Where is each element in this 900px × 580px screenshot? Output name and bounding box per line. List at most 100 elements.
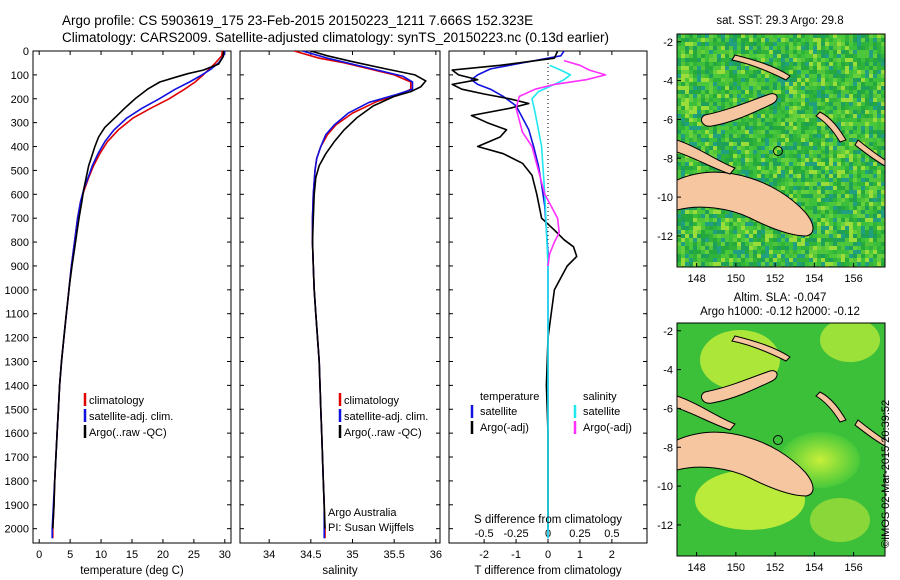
sst-cell xyxy=(833,142,837,146)
sst-cell xyxy=(801,54,805,58)
sst-cell xyxy=(733,238,737,242)
sst-cell xyxy=(821,190,825,194)
sst-cell xyxy=(801,158,805,162)
sst-cell xyxy=(829,46,833,50)
sst-cell xyxy=(865,254,869,258)
sst-cell xyxy=(677,158,681,162)
sst-cell xyxy=(869,134,873,138)
sst-cell xyxy=(849,178,853,182)
legend-label-t-satellite: satellite xyxy=(480,406,517,418)
sst-cell xyxy=(809,102,813,106)
sst-cell xyxy=(801,102,805,106)
sst-cell xyxy=(709,218,713,222)
sst-cell xyxy=(769,50,773,54)
sst-cell xyxy=(757,74,761,78)
sst-cell xyxy=(781,170,785,174)
sst-cell xyxy=(745,94,749,98)
sst-cell xyxy=(681,258,685,262)
sst-cell xyxy=(709,142,713,146)
sst-cell xyxy=(837,50,841,54)
sst-cell xyxy=(701,258,705,262)
sst-cell xyxy=(737,162,741,166)
sst-cell xyxy=(837,222,841,226)
sst-cell xyxy=(677,174,681,178)
sst-cell xyxy=(869,178,873,182)
sst-cell xyxy=(781,90,785,94)
sst-cell xyxy=(881,126,885,130)
sst-cell xyxy=(717,258,721,262)
sst-cell xyxy=(761,34,765,38)
sst-cell xyxy=(749,70,753,74)
sst-cell xyxy=(773,242,777,246)
sst-cell xyxy=(817,186,821,190)
sst-cell xyxy=(869,210,873,214)
sst-cell xyxy=(701,102,705,106)
map-top-title: sat. SST: 29.3 Argo: 29.8 xyxy=(716,15,843,27)
sst-cell xyxy=(677,58,681,62)
sst-cell xyxy=(685,34,689,38)
sst-cell xyxy=(765,106,769,110)
sst-cell xyxy=(745,150,749,154)
sst-cell xyxy=(805,174,809,178)
sst-cell xyxy=(781,62,785,66)
sst-cell xyxy=(777,186,781,190)
sst-cell xyxy=(825,106,829,110)
sst-cell xyxy=(717,94,721,98)
sst-cell xyxy=(805,194,809,198)
sst-cell xyxy=(845,174,849,178)
sst-cell xyxy=(845,162,849,166)
sst-cell xyxy=(841,194,845,198)
sst-cell xyxy=(873,66,877,70)
sst-cell xyxy=(681,262,685,266)
sst-map-frame xyxy=(676,33,886,268)
sst-cell xyxy=(821,258,825,262)
sst-cell xyxy=(837,70,841,74)
sst-cell xyxy=(817,190,821,194)
sst-cell xyxy=(845,234,849,238)
sst-cell xyxy=(857,174,861,178)
sst-cell xyxy=(757,146,761,150)
sst-cell xyxy=(877,206,881,210)
sst-cell xyxy=(773,250,777,254)
sst-cell xyxy=(765,134,769,138)
sst-cell xyxy=(701,74,705,78)
sst-cell xyxy=(697,126,701,130)
sst-cell xyxy=(689,118,693,122)
sst-cell xyxy=(869,126,873,130)
sst-cell xyxy=(697,130,701,134)
sst-cell xyxy=(881,142,885,146)
sst-cell xyxy=(709,98,713,102)
sst-cell xyxy=(721,242,725,246)
sst-cell xyxy=(681,154,685,158)
sst-cell xyxy=(677,222,681,226)
map-x-tick-label: 148 xyxy=(687,273,705,285)
sst-cell xyxy=(769,150,773,154)
sst-cell xyxy=(797,262,801,266)
sst-cell xyxy=(873,218,877,222)
sst-cell xyxy=(705,206,709,210)
sst-cell xyxy=(821,238,825,242)
sst-cell xyxy=(685,234,689,238)
sst-cell xyxy=(689,114,693,118)
sst-cell xyxy=(785,174,789,178)
sst-cell xyxy=(729,102,733,106)
sst-cell xyxy=(857,250,861,254)
sst-cell xyxy=(765,138,769,142)
sst-cell xyxy=(873,234,877,238)
sst-cell xyxy=(865,138,869,142)
sst-cell xyxy=(797,146,801,150)
sst-cell xyxy=(729,66,733,70)
sst-cell xyxy=(713,34,717,38)
sst-cell xyxy=(777,46,781,50)
sst-cell xyxy=(745,166,749,170)
sst-cell xyxy=(845,126,849,130)
sst-cell xyxy=(733,62,737,66)
sst-cell xyxy=(721,150,725,154)
sst-cell xyxy=(845,62,849,66)
sst-cell xyxy=(745,154,749,158)
sst-cell xyxy=(845,50,849,54)
sst-cell xyxy=(733,122,737,126)
salinity-xlabel: salinity xyxy=(322,565,357,577)
sst-cell xyxy=(877,50,881,54)
sst-cell xyxy=(853,50,857,54)
